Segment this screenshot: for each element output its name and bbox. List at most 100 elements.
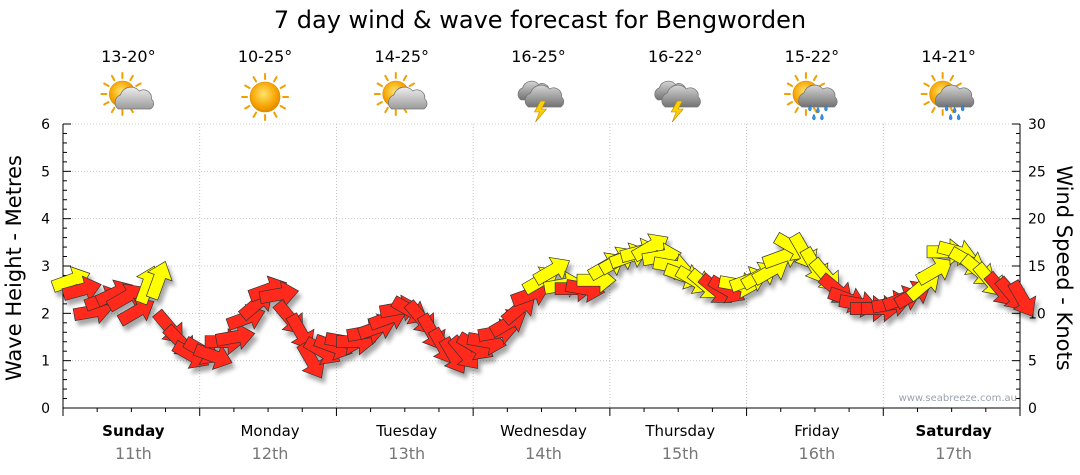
sun-ray — [794, 74, 799, 82]
sun-ray — [408, 82, 415, 87]
chart-title: 7 day wind & wave forecast for Bengworde… — [274, 6, 806, 34]
left-axis-title: Wave Height - Metres — [2, 155, 26, 381]
sun-ray — [376, 101, 383, 106]
thunderstorm-icon — [517, 80, 565, 123]
day-date-label: 11th — [115, 444, 152, 463]
cloud-shape — [388, 86, 428, 110]
cloud-shape — [661, 84, 701, 108]
right-axis-title: Wind Speed - Knots — [1052, 165, 1076, 370]
sun-ray — [135, 82, 142, 87]
rain-drop — [944, 104, 949, 112]
rain-drop — [948, 113, 953, 121]
temperature-range: 15-22° — [785, 47, 840, 66]
rain-drop — [824, 104, 828, 112]
sunny-icon — [241, 73, 290, 121]
day-header: 13-20° 10-25° 14-25° 16-25° 16-22° 15-22° 14-2… — [100, 47, 976, 123]
temperature-range: 10-25° — [238, 47, 293, 66]
sun-ray — [110, 106, 116, 114]
sun-ray — [244, 105, 251, 110]
sun-disc — [249, 81, 281, 113]
temperature-range: 14-25° — [375, 47, 430, 66]
sun-ray — [279, 105, 286, 110]
wind-arrow — [145, 260, 173, 301]
day-name-label: Saturday — [915, 422, 992, 440]
day-date-label: 14th — [525, 444, 562, 463]
cloud-shape — [114, 86, 154, 110]
thunderstorm-icon — [654, 80, 701, 123]
right-tick-label: 0 — [1028, 401, 1037, 417]
right-tick-label: 20 — [1028, 212, 1046, 228]
day-name-label: Monday — [240, 422, 299, 440]
right-tick-label: 30 — [1028, 117, 1046, 133]
sun-ray — [279, 84, 286, 89]
partly-cloudy-icon — [373, 72, 428, 116]
sun-ray — [252, 76, 258, 83]
wind-arrow — [915, 256, 953, 286]
sun-shower-icon — [783, 72, 838, 121]
rain-drop — [816, 106, 820, 114]
sun-ray — [402, 74, 408, 82]
left-tick-label: 2 — [41, 306, 50, 322]
credit-text: www.seabreeze.com.au — [899, 393, 1017, 404]
sun-ray — [923, 101, 930, 106]
wind-arrow — [116, 297, 155, 327]
wind-arrow — [296, 340, 326, 379]
temperature-range: 14-21° — [921, 47, 976, 66]
sun-ray — [812, 74, 818, 82]
left-tick-label: 6 — [41, 117, 50, 133]
left-tick-label: 1 — [41, 354, 50, 370]
sun-ray — [923, 82, 930, 87]
wind-arrow — [532, 256, 571, 286]
rain-drop — [960, 104, 965, 112]
sun-ray — [273, 111, 278, 118]
lightning-bolt — [533, 100, 548, 123]
sun-ray — [812, 106, 818, 114]
sun-ray — [384, 74, 389, 82]
cloud-shape — [798, 84, 838, 108]
partly-cloudy-icon — [100, 72, 154, 116]
cloud-shape — [524, 84, 565, 108]
day-date-label: 13th — [388, 444, 425, 463]
rain-drop — [956, 113, 961, 121]
sun-ray — [273, 76, 278, 83]
rain-drop — [808, 104, 812, 112]
day-name-label: Friday — [794, 422, 840, 440]
sun-ray — [818, 82, 826, 87]
day-date-label: 17th — [935, 444, 972, 463]
day-date-label: 15th — [662, 444, 699, 463]
left-tick-label: 5 — [41, 164, 50, 180]
day-name-label: Thursday — [644, 422, 715, 440]
right-tick-label: 5 — [1028, 354, 1037, 370]
wind-arrow — [192, 343, 233, 371]
sun-ray — [110, 74, 116, 82]
day-labels: Sunday 11th Monday 12th Tuesday 13th Wednesday… — [102, 422, 992, 463]
left-tick-label: 4 — [41, 212, 50, 228]
left-tick-label: 0 — [41, 401, 50, 417]
left-tick-label: 3 — [41, 259, 50, 275]
wind-arrow — [214, 322, 256, 350]
sun-ray — [955, 82, 962, 87]
day-name-label: Wednesday — [500, 422, 587, 440]
sun-ray — [103, 101, 110, 106]
sun-ray — [931, 74, 936, 82]
lightning-bolt — [670, 100, 684, 123]
sun-ray — [103, 82, 110, 87]
sun-ray — [129, 74, 134, 82]
sun-ray — [949, 106, 955, 114]
right-tick-label: 25 — [1028, 164, 1046, 180]
sun-ray — [376, 82, 383, 87]
wind-arrow — [258, 280, 300, 308]
rain-drop — [812, 113, 816, 121]
wind-arrows — [50, 231, 1037, 379]
sun-ray — [931, 106, 936, 114]
sun-shower-icon — [920, 72, 975, 121]
sun-ray — [786, 101, 794, 106]
rain-drop — [820, 113, 824, 121]
wind-arrow — [61, 275, 102, 303]
temperature-range: 13-20° — [101, 47, 156, 66]
day-date-label: 16th — [799, 444, 836, 463]
sun-ray — [252, 111, 258, 118]
cloud-shape — [935, 84, 975, 108]
